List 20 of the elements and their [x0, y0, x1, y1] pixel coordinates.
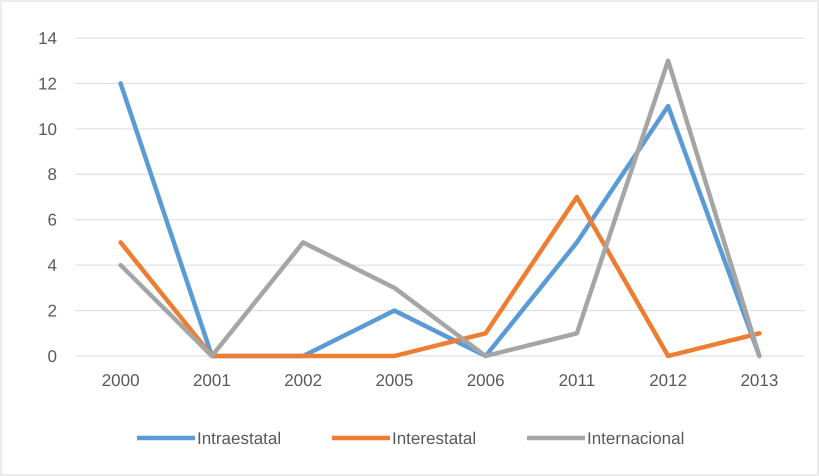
y-tick-label: 14	[38, 28, 57, 48]
y-tick-label: 10	[38, 120, 57, 139]
y-tick-label: 8	[48, 165, 57, 184]
x-tick-label: 2011	[558, 371, 596, 390]
y-tick-label: 4	[48, 256, 57, 276]
x-tick-label: 2012	[649, 371, 688, 390]
y-tick-label: 2	[48, 302, 57, 321]
legend-label: Internacional	[587, 428, 684, 448]
legend-label: Intraestatal	[197, 428, 282, 448]
line-series	[118, 194, 762, 358]
x-tick-label: 2005	[375, 371, 414, 390]
y-tick-label: 12	[38, 74, 57, 94]
y-tick-label: 0	[48, 346, 57, 366]
x-tick-label: 2013	[740, 371, 778, 390]
x-tick-label: 2002	[284, 371, 322, 390]
legend-label: Interestatal	[392, 428, 476, 448]
x-tick-label: 2000	[102, 371, 140, 390]
y-tick-label: 6	[48, 210, 57, 230]
x-tick-label: 2006	[466, 371, 505, 390]
x-tick-label: 2001	[192, 371, 231, 390]
